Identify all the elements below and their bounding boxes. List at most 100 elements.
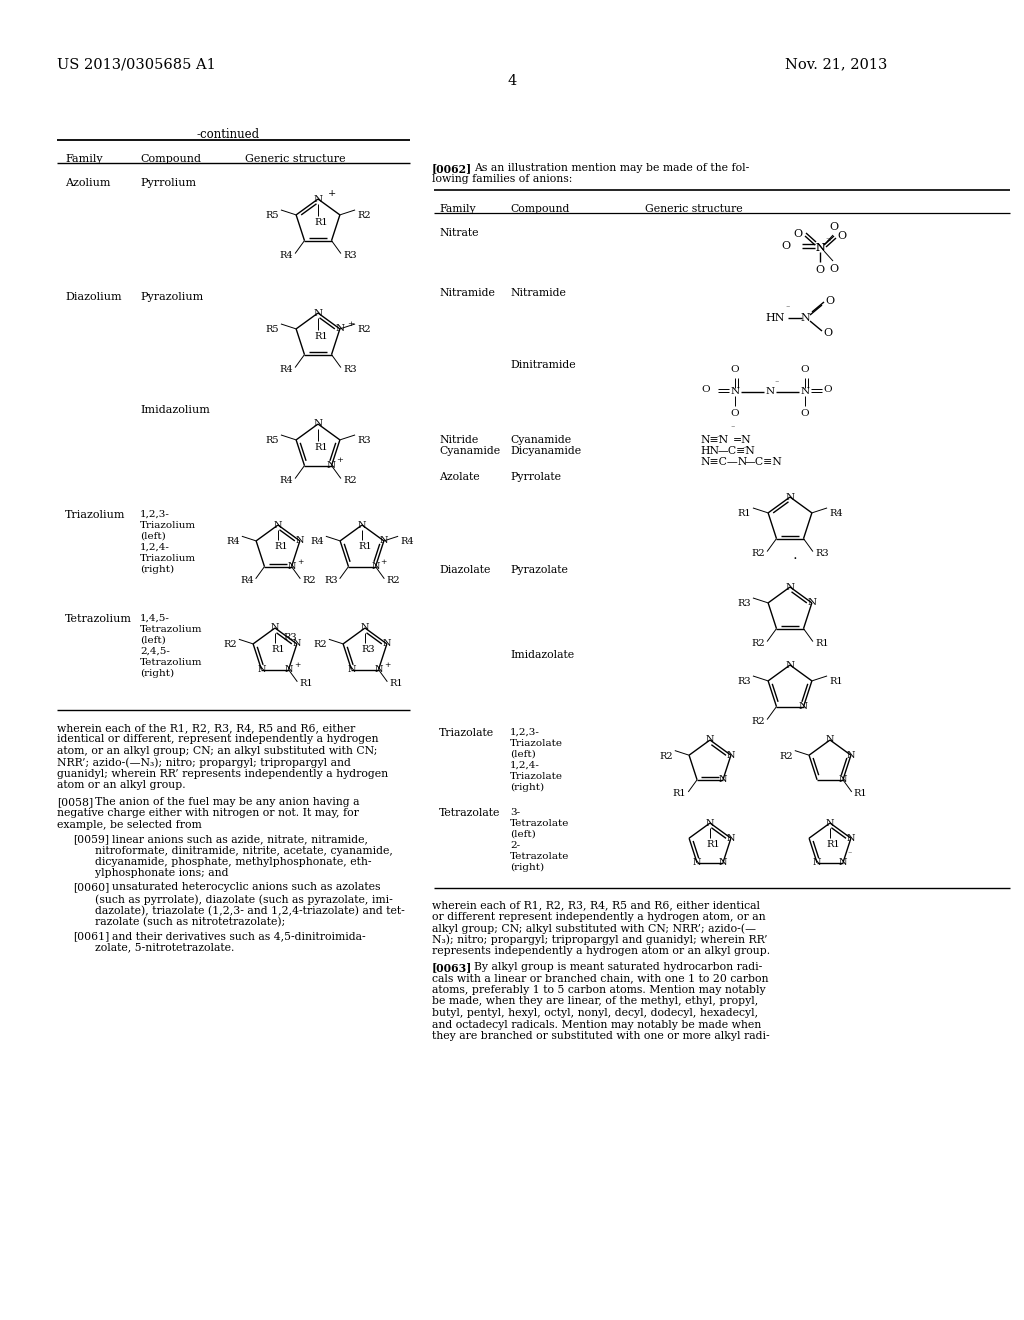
Text: Cyanamide: Cyanamide <box>510 436 571 445</box>
Text: +: + <box>381 557 387 565</box>
Text: ⁻: ⁻ <box>785 305 791 313</box>
Text: R3: R3 <box>737 599 751 609</box>
Text: N: N <box>801 388 810 396</box>
Text: ⋅: ⋅ <box>793 552 798 566</box>
Text: Cyanamide: Cyanamide <box>439 446 500 455</box>
Text: Family: Family <box>439 205 475 214</box>
Text: R1: R1 <box>737 510 751 517</box>
Text: As an illustration mention may be made of the fol-: As an illustration mention may be made o… <box>474 162 750 173</box>
Text: Family: Family <box>65 154 102 164</box>
Text: O: O <box>701 385 710 395</box>
Text: Tetrazolate: Tetrazolate <box>439 808 501 818</box>
Text: unsaturated heterocyclic anions such as azolates: unsaturated heterocyclic anions such as … <box>112 883 381 892</box>
Text: -continued: -continued <box>197 128 259 141</box>
Text: N: N <box>815 243 825 253</box>
Text: N: N <box>693 858 701 867</box>
Text: Compound: Compound <box>510 205 569 214</box>
Text: (right): (right) <box>140 669 174 678</box>
Text: R1: R1 <box>274 543 288 550</box>
Text: =N: =N <box>733 436 752 445</box>
Text: R3: R3 <box>324 576 338 585</box>
Text: 1,2,4-: 1,2,4- <box>510 762 540 770</box>
Text: N: N <box>785 582 795 591</box>
Text: HN: HN <box>766 313 785 323</box>
Text: (such as pyrrolate), diazolate (such as pyrazolate, imi-: (such as pyrrolate), diazolate (such as … <box>95 894 393 904</box>
Text: ⁻: ⁻ <box>826 239 830 247</box>
Text: Pyrrolate: Pyrrolate <box>510 473 561 482</box>
Text: HN: HN <box>700 446 719 455</box>
Text: wherein each of the R1, R2, R3, R4, R5 and R6, either: wherein each of the R1, R2, R3, R4, R5 a… <box>57 723 355 733</box>
Text: N: N <box>807 598 816 607</box>
Text: O: O <box>781 242 790 251</box>
Text: [0060]: [0060] <box>73 883 110 892</box>
Text: R2: R2 <box>343 475 356 484</box>
Text: 1,4,5-: 1,4,5- <box>140 614 170 623</box>
Text: NRR’; azido-(—N₃); nitro; propargyl; tripropargyl and: NRR’; azido-(—N₃); nitro; propargyl; tri… <box>57 758 351 768</box>
Text: N: N <box>815 243 825 253</box>
Text: O: O <box>837 231 846 242</box>
Text: O: O <box>801 366 809 374</box>
Text: 1,2,3-: 1,2,3- <box>510 729 540 737</box>
Text: N: N <box>335 325 344 334</box>
Text: 1,2,4-: 1,2,4- <box>140 543 170 552</box>
Text: Compound: Compound <box>140 154 201 164</box>
Text: R4: R4 <box>829 510 843 517</box>
Text: nitroformate, dinitramide, nitrite, acetate, cyanamide,: nitroformate, dinitramide, nitrite, acet… <box>95 846 393 855</box>
Text: The anion of the fuel may be any anion having a: The anion of the fuel may be any anion h… <box>95 797 359 807</box>
Text: Triazolate: Triazolate <box>510 739 563 748</box>
Text: R2: R2 <box>779 751 793 760</box>
Text: N: N <box>825 818 835 828</box>
Text: O: O <box>829 264 839 275</box>
Text: [0062]: [0062] <box>432 162 472 174</box>
Text: R2: R2 <box>313 640 327 649</box>
Text: O: O <box>823 327 833 338</box>
Text: [0063]: [0063] <box>432 962 472 973</box>
Text: O: O <box>801 409 809 418</box>
Text: ⁻: ⁻ <box>848 851 852 859</box>
Text: Dicyanamide: Dicyanamide <box>510 446 582 455</box>
Text: ylphosphonate ions; and: ylphosphonate ions; and <box>95 869 228 879</box>
Text: Dinitramide: Dinitramide <box>510 360 575 370</box>
Text: R5: R5 <box>265 436 279 445</box>
Text: +: + <box>385 660 391 669</box>
Text: N: N <box>785 660 795 669</box>
Text: Pyrrolium: Pyrrolium <box>140 178 197 187</box>
Text: 2-: 2- <box>510 841 520 850</box>
Text: R1: R1 <box>706 840 720 849</box>
Text: N: N <box>839 858 847 867</box>
Text: Triazolium: Triazolium <box>140 554 197 564</box>
Text: Triazolate: Triazolate <box>439 729 495 738</box>
Text: N: N <box>800 313 810 323</box>
Text: N: N <box>839 775 847 784</box>
Text: linear anions such as azide, nitrate, nitramide,: linear anions such as azide, nitrate, ni… <box>112 834 368 843</box>
Text: R1: R1 <box>271 645 285 653</box>
Text: Triazolium: Triazolium <box>65 510 126 520</box>
Text: ⁻: ⁻ <box>716 436 720 444</box>
Text: N: N <box>372 562 380 572</box>
Text: 2,4,5-: 2,4,5- <box>140 647 170 656</box>
Text: N: N <box>357 520 367 529</box>
Text: Tetrazolium: Tetrazolium <box>140 624 203 634</box>
Text: N: N <box>257 665 266 675</box>
Text: negative charge either with nitrogen or not. It may, for: negative charge either with nitrogen or … <box>57 808 358 818</box>
Text: Diazolate: Diazolate <box>439 565 490 576</box>
Text: dicyanamide, phosphate, methylphosphonate, eth-: dicyanamide, phosphate, methylphosphonat… <box>95 857 372 867</box>
Text: R2: R2 <box>223 640 237 649</box>
Text: Nitramide: Nitramide <box>510 288 566 298</box>
Text: R2: R2 <box>752 549 765 557</box>
Text: atom, or an alkyl group; CN; an alkyl substituted with CN;: atom, or an alkyl group; CN; an alkyl su… <box>57 746 378 756</box>
Text: N: N <box>313 309 323 318</box>
Text: R3: R3 <box>343 251 356 260</box>
Text: +: + <box>347 319 353 327</box>
Text: N: N <box>288 562 296 572</box>
Text: butyl, pentyl, hexyl, octyl, nonyl, decyl, dodecyl, hexadecyl,: butyl, pentyl, hexyl, octyl, nonyl, decy… <box>432 1008 758 1018</box>
Text: Nitride: Nitride <box>439 436 478 445</box>
Text: N: N <box>706 735 715 744</box>
Text: N: N <box>313 420 323 429</box>
Text: 4: 4 <box>507 74 517 88</box>
Text: R4: R4 <box>400 537 414 546</box>
Text: N: N <box>785 492 795 502</box>
Text: US 2013/0305685 A1: US 2013/0305685 A1 <box>57 57 216 71</box>
Text: R1: R1 <box>673 789 686 797</box>
Text: N: N <box>847 834 855 842</box>
